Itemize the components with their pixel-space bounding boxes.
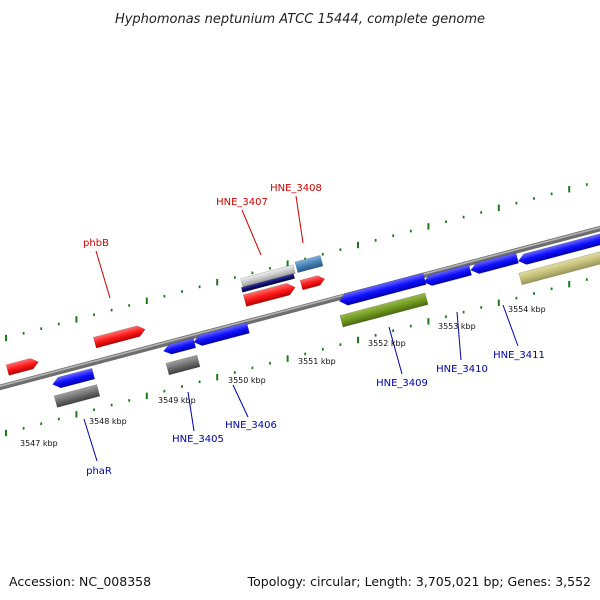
gene-phaR-shape[interactable] [53,384,101,408]
gene-phbB[interactable] [93,324,146,349]
gene-label-phaR[interactable]: phaR [86,466,112,477]
gene-HNE_3407-bottom[interactable] [240,273,296,293]
gene-labels: phbB HNE_3407 HNE_3408 phaR HNE_3405 HNE… [83,183,545,477]
gene-red-left-shape[interactable] [5,357,40,376]
gene-khaki-3411[interactable] [518,250,600,286]
gene-red-small-shape[interactable] [299,274,326,291]
gene-HNE_3406[interactable] [193,322,250,348]
leader-HNE_3411 [502,304,519,347]
leader-HNE_3408 [295,195,304,244]
gene-label-HNE_3406[interactable]: HNE_3406 [225,420,277,431]
gene-label-phbB[interactable]: phbB [83,238,109,249]
tick-label-3548: 3548 kbp [89,417,127,426]
tick-tracks [5,183,588,437]
gene-red-small[interactable] [299,274,326,291]
map-title: Hyphomonas neptunium ATCC 15444, complet… [115,12,485,27]
tick-label-3549: 3549 kbp [158,396,196,405]
leader-HNE_3407 [241,209,262,256]
gene-blue-3411[interactable] [469,252,519,276]
genome-info-text: Topology: circular; Length: 3,705,021 bp… [247,574,591,589]
label-leaders [83,195,519,462]
gene-label-HNE_3410[interactable]: HNE_3410 [436,364,488,375]
kbp-tick-labels: 3547 kbp 3548 kbp 3549 kbp 3550 kbp 3551… [20,305,546,448]
gene-HNE_3407-bottom-shape[interactable] [240,273,296,293]
gene-HNE_3409-shape[interactable] [339,292,429,328]
leader-HNE_3410 [456,311,462,361]
gene-HNE_3410[interactable] [422,264,472,288]
leader-phbB [95,250,111,299]
gene-phbB-shape[interactable] [93,324,146,349]
gene-blue-3405-shape[interactable] [162,337,197,356]
gene-khaki-3411-shape[interactable] [518,250,600,286]
gene-blue-phaR-shape[interactable] [51,367,96,389]
genome-backbone [0,225,600,391]
gene-HNE_3408[interactable] [294,254,324,274]
tick-label-3554: 3554 kbp [508,305,546,314]
tick-label-3552: 3552 kbp [368,339,406,348]
gene-blue-3411-shape[interactable] [469,252,519,276]
gene-label-HNE_3408[interactable]: HNE_3408 [270,183,322,194]
gene-red-mid[interactable] [242,282,296,307]
gene-label-HNE_3411[interactable]: HNE_3411 [493,350,545,361]
gene-blue-3405[interactable] [162,337,197,356]
gene-HNE_3407-top[interactable] [240,264,296,288]
gene-HNE_3405-shape[interactable] [165,354,201,376]
gene-label-HNE_3407[interactable]: HNE_3407 [216,197,268,208]
gene-HNE_3411-shape[interactable] [517,233,600,267]
gene-blue-phaR[interactable] [51,367,96,389]
tick-label-3547: 3547 kbp [20,439,58,448]
gene-HNE_3407-top-shape[interactable] [240,264,296,288]
gene-features [5,233,600,408]
leader-HNE_3405 [187,391,195,432]
upper-tick-track [5,183,588,342]
gene-HNE_3410-shape[interactable] [422,264,472,288]
gene-phaR[interactable] [53,384,101,408]
tick-label-3553: 3553 kbp [438,322,476,331]
tick-label-3551: 3551 kbp [298,357,336,366]
tick-label-3550: 3550 kbp [228,376,266,385]
accession-text: Accession: NC_008358 [9,574,151,589]
gene-label-HNE_3409[interactable]: HNE_3409 [376,378,428,389]
leader-HNE_3406 [232,384,249,418]
gene-label-HNE_3405[interactable]: HNE_3405 [172,434,224,445]
leader-phaR [83,418,98,462]
lower-tick-track [5,278,588,437]
gene-HNE_3406-shape[interactable] [193,322,250,348]
gene-red-left[interactable] [5,357,40,376]
gene-HNE_3408-shape[interactable] [294,254,324,274]
gene-HNE_3411[interactable] [517,233,600,267]
gene-HNE_3409[interactable] [339,292,429,328]
gene-HNE_3405[interactable] [165,354,201,376]
gene-red-mid-shape[interactable] [242,282,296,307]
leader-HNE_3409 [388,326,403,375]
